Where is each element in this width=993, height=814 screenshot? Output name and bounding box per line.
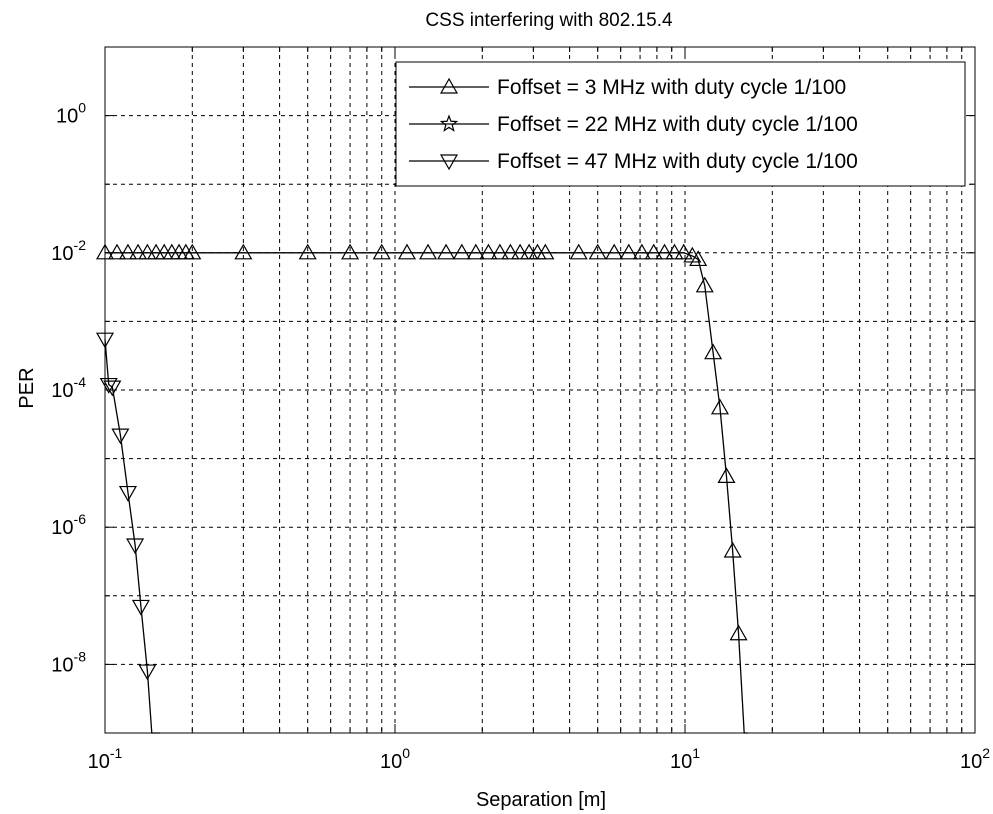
data-point — [234, 243, 253, 260]
data-point — [111, 428, 130, 445]
legend-marker — [439, 154, 459, 171]
x-tick-label: 101 — [670, 745, 700, 773]
data-point — [155, 243, 174, 260]
data-point — [710, 398, 730, 415]
data-point — [129, 243, 148, 260]
data-point — [397, 243, 417, 260]
data-point — [126, 538, 145, 555]
legend-marker — [439, 77, 459, 94]
y-tick-label: 10-4 — [51, 374, 86, 402]
data-point — [466, 243, 485, 260]
data-point — [131, 599, 150, 616]
data-point — [695, 276, 714, 293]
data-point — [665, 243, 684, 260]
data-point — [437, 243, 456, 260]
data-point — [689, 250, 708, 267]
data-point — [588, 243, 607, 260]
data-point — [511, 243, 530, 260]
data-point — [655, 243, 674, 260]
y-tick-label: 10-2 — [51, 237, 86, 265]
series-3 — [95, 332, 161, 734]
y-axis-label: PER — [16, 367, 38, 408]
data-point — [717, 467, 736, 484]
data-point — [644, 243, 663, 260]
legend-marker — [439, 114, 459, 132]
legend-entry-label: Foffset = 47 MHz with duty cycle 1/100 — [497, 150, 858, 173]
y-tick-label: 10-6 — [51, 511, 86, 539]
data-point — [536, 243, 555, 260]
data-series — [95, 243, 749, 734]
data-point — [479, 243, 498, 260]
legend-entry-label: Foffset = 3 MHz with duty cycle 1/100 — [497, 76, 846, 99]
data-point — [501, 243, 520, 260]
data-point — [723, 541, 742, 558]
data-point — [729, 624, 748, 641]
data-point — [419, 243, 438, 260]
series-1 — [95, 243, 749, 734]
data-point — [107, 243, 127, 260]
data-point — [632, 243, 651, 260]
data-point — [183, 243, 202, 260]
x-tick-label: 100 — [380, 745, 410, 773]
tick-labels: 10-1 100 101 102 100 10-2 10-4 10-6 10-8 — [51, 100, 990, 773]
legend-entry-label: Foffset = 22 MHz with duty cycle 1/100 — [497, 113, 858, 136]
legend: Foffset = 3 MHz with duty cycle 1/100 Fof… — [395, 61, 966, 187]
data-point — [298, 243, 317, 260]
data-point — [674, 243, 693, 260]
x-tick-label: 10-1 — [88, 745, 123, 773]
series-line — [105, 252, 749, 734]
data-point — [605, 243, 624, 260]
data-point — [138, 664, 157, 681]
data-point — [704, 343, 723, 360]
data-point — [619, 243, 638, 260]
data-point — [341, 243, 360, 260]
data-point — [118, 243, 137, 260]
chart-title: CSS interfering with 802.15.4 — [425, 10, 673, 31]
data-point — [372, 243, 391, 260]
x-axis-label: Separation [m] — [476, 789, 606, 811]
data-point — [528, 243, 547, 260]
data-point — [118, 485, 137, 502]
y-tick-label: 10-8 — [51, 648, 86, 676]
legend-box — [395, 61, 966, 187]
series-line — [104, 339, 161, 734]
y-tick-label: 100 — [56, 100, 86, 128]
plot-frame — [104, 46, 976, 734]
x-tick-label: 102 — [960, 745, 990, 773]
data-point — [147, 243, 166, 260]
data-point — [452, 243, 471, 260]
data-point — [103, 380, 122, 397]
data-point — [569, 243, 588, 260]
data-point — [490, 243, 509, 260]
